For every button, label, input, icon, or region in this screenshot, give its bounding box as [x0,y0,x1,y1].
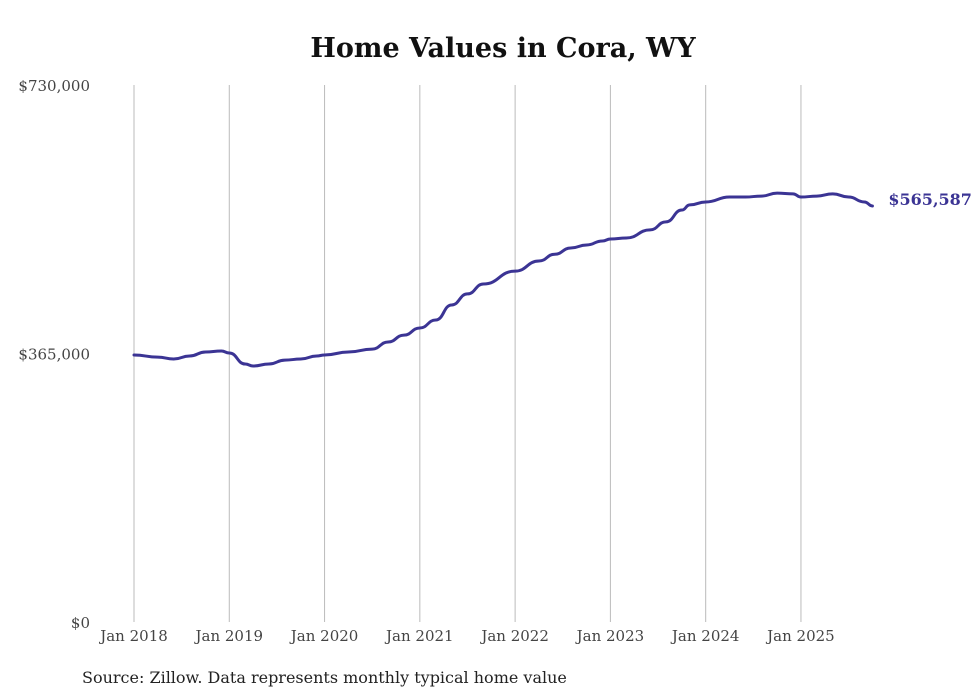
x-tick-label: Jan 2018 [98,627,168,645]
y-tick-label: $0 [71,614,90,632]
source-note: Source: Zillow. Data represents monthly … [82,668,567,687]
x-tick-label: Jan 2025 [765,627,835,645]
x-tick-label: Jan 2019 [193,627,263,645]
series-line [132,191,874,368]
x-tick-label: Jan 2024 [670,627,740,645]
x-tick-label: Jan 2023 [575,627,645,645]
x-tick-label: Jan 2022 [479,627,549,645]
end-value-label: $565,587 [888,190,972,209]
y-tick-label: $730,000 [18,77,90,95]
chart-title: Home Values in Cora, WY [310,33,696,64]
x-tick-label: Jan 2020 [289,627,359,645]
x-tick-label: Jan 2021 [384,627,454,645]
y-tick-label: $365,000 [18,346,90,364]
